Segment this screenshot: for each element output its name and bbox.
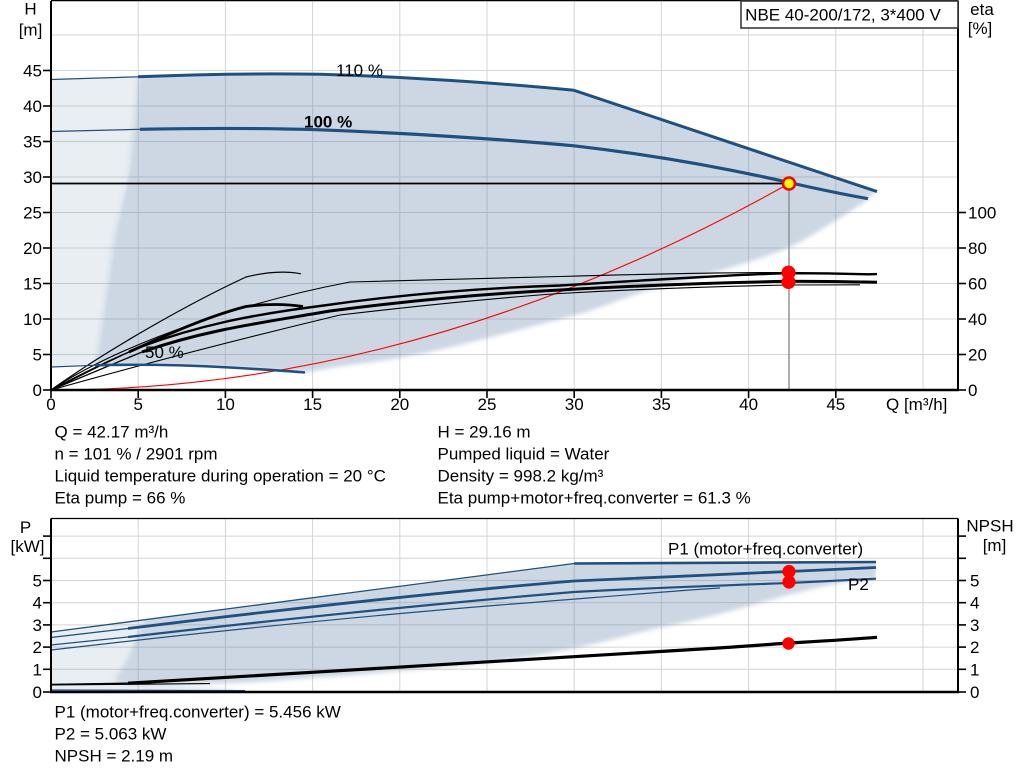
svg-text:5: 5 (33, 572, 42, 591)
svg-text:100 %: 100 % (304, 113, 352, 132)
svg-text:H = 29.16 m: H = 29.16 m (438, 423, 531, 442)
svg-text:25: 25 (478, 395, 497, 414)
svg-text:Q = 42.17 m³/h: Q = 42.17 m³/h (55, 423, 169, 442)
svg-text:0: 0 (33, 381, 42, 400)
svg-text:0: 0 (33, 683, 42, 702)
svg-text:1: 1 (970, 660, 979, 679)
svg-text:110 %: 110 % (336, 61, 383, 80)
svg-text:4: 4 (33, 594, 42, 613)
svg-text:P1 (motor+freq.converter): P1 (motor+freq.converter) (668, 540, 863, 559)
svg-text:40: 40 (23, 97, 42, 116)
svg-text:30: 30 (565, 395, 584, 414)
svg-text:35: 35 (23, 133, 42, 152)
svg-text:Q [m³/h]: Q [m³/h] (886, 395, 947, 414)
svg-text:0: 0 (970, 683, 979, 702)
svg-text:60: 60 (968, 275, 987, 294)
svg-text:4: 4 (970, 594, 979, 613)
svg-text:eta: eta (970, 0, 994, 19)
svg-text:5: 5 (133, 395, 142, 414)
svg-text:100: 100 (968, 204, 996, 223)
svg-text:40: 40 (968, 310, 987, 329)
svg-text:Pumped liquid = Water: Pumped liquid = Water (438, 445, 610, 464)
svg-text:2: 2 (33, 638, 42, 657)
svg-text:15: 15 (303, 395, 322, 414)
svg-text:35: 35 (652, 395, 671, 414)
svg-text:NBE 40-200/172, 3*400 V: NBE 40-200/172, 3*400 V (745, 6, 941, 25)
svg-text:0: 0 (968, 381, 977, 400)
svg-text:P2 = 5.063 kW: P2 = 5.063 kW (55, 725, 167, 744)
svg-text:[m]: [m] (983, 536, 1007, 555)
svg-text:Liquid temperature during oper: Liquid temperature during operation = 20… (55, 467, 386, 486)
svg-text:15: 15 (23, 275, 42, 294)
svg-text:20: 20 (390, 395, 409, 414)
svg-text:20: 20 (968, 346, 987, 365)
svg-text:Density = 998.2 kg/m³: Density = 998.2 kg/m³ (438, 467, 604, 486)
svg-text:Eta pump = 66 %: Eta pump = 66 % (55, 489, 186, 508)
svg-text:20: 20 (23, 239, 42, 258)
svg-text:[m]: [m] (19, 21, 43, 40)
svg-text:5: 5 (970, 572, 979, 591)
svg-text:[%]: [%] (968, 19, 993, 38)
svg-text:5: 5 (33, 346, 42, 365)
svg-text:n = 101 % / 2901 rpm: n = 101 % / 2901 rpm (55, 445, 218, 464)
svg-text:[kW]: [kW] (11, 537, 45, 556)
svg-text:45: 45 (826, 395, 845, 414)
svg-text:P1 (motor+freq.converter) = 5.: P1 (motor+freq.converter) = 5.456 kW (55, 703, 341, 722)
svg-text:P2: P2 (848, 575, 869, 594)
svg-text:NPSH = 2.19 m: NPSH = 2.19 m (55, 747, 174, 766)
svg-text:45: 45 (23, 62, 42, 81)
svg-text:Eta pump+motor+freq.converter: Eta pump+motor+freq.converter = 61.3 % (438, 489, 751, 508)
svg-text:10: 10 (23, 310, 42, 329)
svg-text:30: 30 (23, 168, 42, 187)
svg-text:25: 25 (23, 204, 42, 223)
svg-text:1: 1 (33, 660, 42, 679)
svg-text:3: 3 (970, 616, 979, 635)
svg-text:40: 40 (739, 395, 758, 414)
svg-text:10: 10 (216, 395, 235, 414)
svg-text:0: 0 (46, 395, 55, 414)
svg-text:3: 3 (33, 616, 42, 635)
svg-text:H: H (24, 0, 36, 19)
svg-text:80: 80 (968, 239, 987, 258)
svg-text:2: 2 (970, 638, 979, 657)
svg-text:P: P (20, 518, 31, 537)
svg-text:NPSH: NPSH (966, 517, 1013, 536)
